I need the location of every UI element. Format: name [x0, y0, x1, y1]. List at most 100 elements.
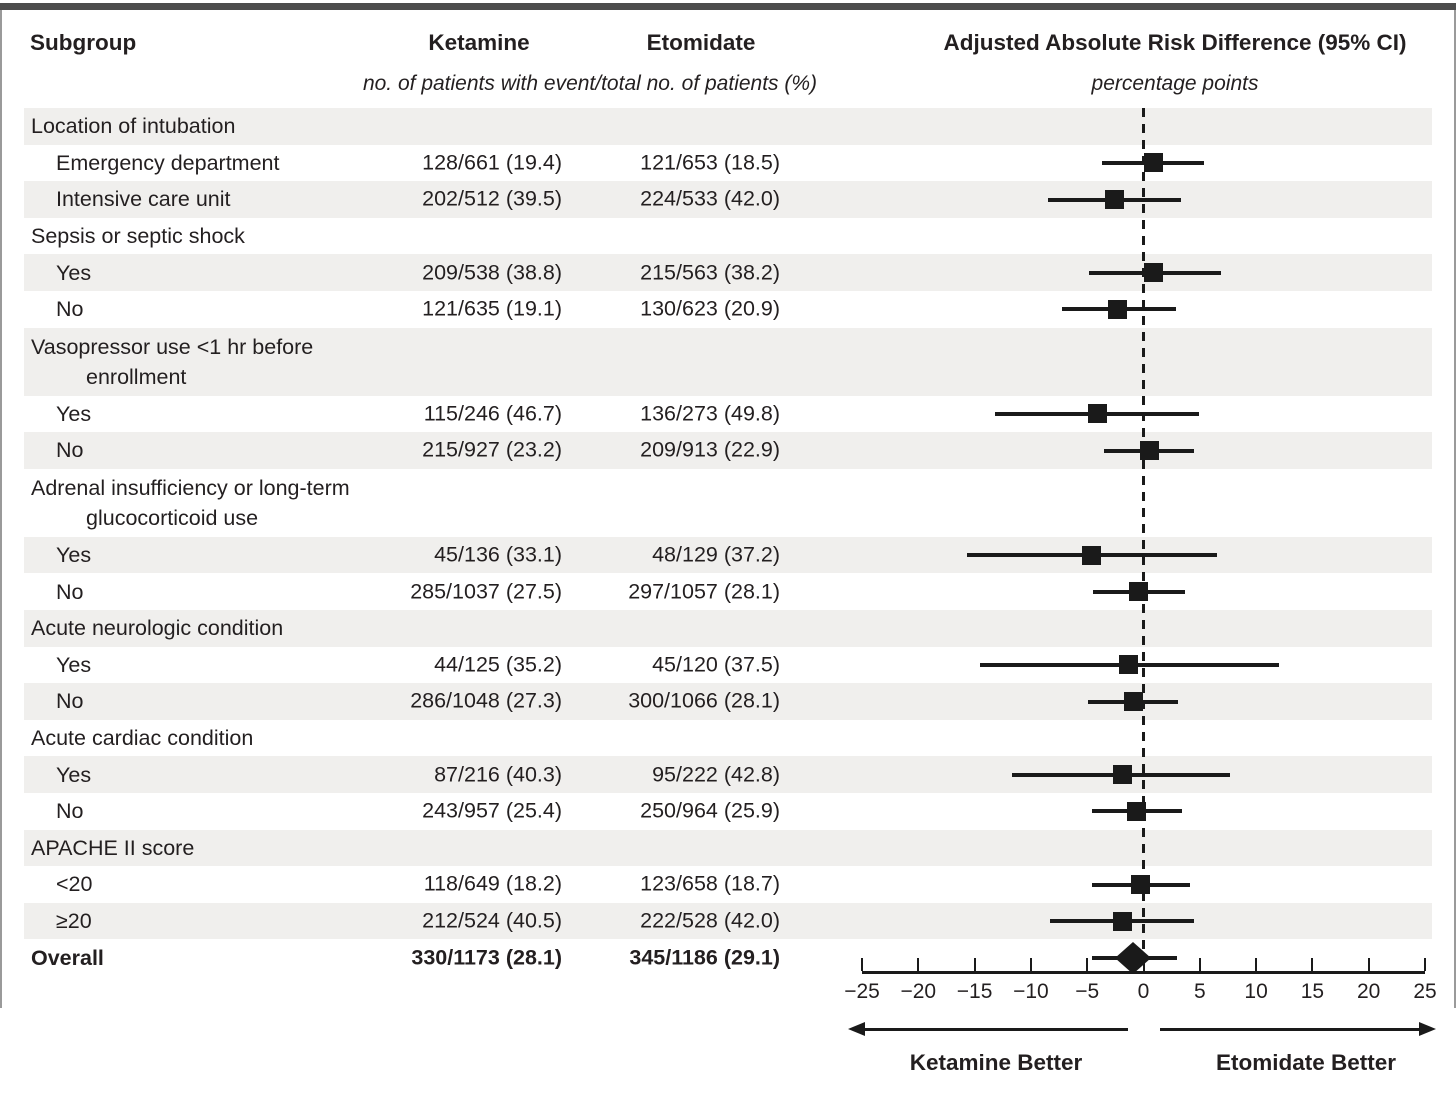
column-header-etomidate: Etomidate: [646, 30, 756, 55]
row-label: Sepsis or septic shock: [31, 224, 245, 249]
data-row: No 286/1048 (27.3) 300/1066 (28.1): [24, 683, 1432, 720]
row-label: APACHE II score: [31, 835, 195, 860]
point-estimate-square: [1123, 692, 1143, 711]
etomidate-value: 300/1066 (28.1): [628, 688, 780, 713]
axis-tick-label: −10: [1013, 980, 1049, 1003]
row-label: Yes: [56, 543, 92, 568]
group-row: Acute cardiac condition: [24, 720, 1432, 757]
data-row: <20 118/649 (18.2) 123/658 (18.7): [24, 866, 1432, 903]
etomidate-value: 123/658 (18.7): [640, 871, 780, 896]
row-label: No: [56, 689, 84, 714]
row-label: Acute neurologic condition: [31, 616, 284, 641]
row-label: Yes: [56, 652, 92, 677]
overall-row: Overall 330/1173 (28.1) 345/1186 (29.1): [24, 939, 1432, 976]
x-axis-line: [862, 971, 1425, 974]
etomidate-value: 48/129 (37.2): [652, 542, 780, 567]
point-estimate-square: [1087, 404, 1107, 424]
zero-reference-dashed-line: [1142, 108, 1145, 971]
axis-tick-label: 25: [1413, 980, 1437, 1003]
etomidate-value: 130/623 (20.9): [640, 296, 780, 321]
row-label-continued: enrollment: [86, 364, 187, 389]
axis-tick: [1424, 958, 1426, 971]
etomidate-value: 215/563 (38.2): [640, 260, 780, 285]
data-row: Yes 44/125 (35.2) 45/120 (37.5): [24, 647, 1432, 684]
axis-tick-label: −5: [1075, 980, 1100, 1003]
point-estimate-square: [1127, 801, 1147, 821]
axis-tick: [1086, 958, 1089, 971]
axis-tick: [1142, 958, 1145, 971]
data-row: No 215/927 (23.2) 209/913 (22.9): [24, 432, 1432, 469]
axis-tick: [1029, 958, 1032, 971]
axis-tick-label: 20: [1357, 980, 1381, 1003]
effect-units: percentage points: [1091, 72, 1259, 95]
ketamine-value: 286/1048 (27.3): [410, 688, 562, 713]
etomidate-value: 224/533 (42.0): [640, 186, 780, 211]
right-arrow-head-icon: [1419, 1022, 1436, 1036]
etomidate-value: 250/964 (25.9): [640, 798, 780, 823]
ketamine-value: 87/216 (40.3): [434, 762, 562, 787]
ketamine-value: 212/524 (40.5): [422, 908, 562, 933]
data-row: No 243/957 (25.4) 250/964 (25.9): [24, 793, 1432, 830]
data-row: No 121/635 (19.1) 130/623 (20.9): [24, 291, 1432, 328]
column-header-ketamine: Ketamine: [428, 30, 530, 55]
row-label: No: [56, 579, 84, 604]
row-label: No: [56, 297, 84, 322]
ketamine-value: 121/635 (19.1): [422, 296, 562, 321]
ketamine-value: 45/136 (33.1): [434, 542, 562, 567]
data-row: Yes 115/246 (46.7) 136/273 (49.8): [24, 396, 1432, 433]
point-estimate-square: [1139, 441, 1159, 460]
figure-top-rule: [0, 3, 1456, 10]
etomidate-value: 345/1186 (29.1): [629, 945, 780, 970]
point-estimate-square: [1130, 875, 1150, 894]
ketamine-value: 44/125 (35.2): [434, 652, 562, 677]
figure-right-rule: [1454, 10, 1456, 1008]
axis-tick-label: 0: [1137, 980, 1150, 1003]
row-label: No: [56, 799, 84, 824]
ketamine-value: 128/661 (19.4): [422, 150, 562, 175]
etomidate-better-label: Etomidate Better: [1215, 1050, 1397, 1075]
row-label: Yes: [56, 401, 92, 426]
axis-tick: [917, 958, 920, 971]
etomidate-value: 136/273 (49.8): [640, 401, 780, 426]
data-row: No 285/1037 (27.5) 297/1057 (28.1): [24, 573, 1432, 610]
effect-title: Adjusted Absolute Risk Difference (95% C…: [943, 30, 1407, 55]
point-estimate-square: [1129, 582, 1149, 602]
axis-tick: [1198, 958, 1201, 971]
axis-tick: [861, 958, 863, 971]
overall-diamond-marker: [1115, 941, 1152, 974]
etomidate-value: 45/120 (37.5): [652, 652, 780, 677]
data-row: Yes 45/136 (33.1) 48/129 (37.2): [24, 536, 1432, 574]
ketamine-value: 202/512 (39.5): [422, 186, 562, 211]
column-header-subgroup: Subgroup: [30, 30, 137, 55]
point-estimate-square: [1108, 299, 1128, 319]
point-estimate-square: [1119, 655, 1139, 675]
axis-tick: [973, 958, 976, 971]
etomidate-value: 95/222 (42.8): [652, 762, 780, 787]
left-arrow-line: [862, 1028, 1128, 1031]
row-label: ≥20: [56, 909, 92, 934]
ketamine-better-label: Ketamine Better: [909, 1050, 1083, 1075]
ketamine-value: 243/957 (25.4): [422, 798, 562, 823]
group-row: APACHE II score: [24, 829, 1432, 867]
axis-tick: [1367, 958, 1370, 971]
ketamine-value: 115/246 (46.7): [423, 401, 562, 426]
ketamine-value: 118/649 (18.2): [423, 871, 562, 896]
row-label-continued: glucocorticoid use: [86, 505, 259, 530]
group-row: Sepsis or septic shock: [24, 218, 1432, 255]
row-label: Yes: [56, 762, 92, 787]
data-row: ≥20 212/524 (40.5) 222/528 (42.0): [24, 902, 1432, 940]
row-label: <20: [56, 872, 93, 897]
events-note: no. of patients with event/total no. of …: [362, 72, 818, 95]
data-row: Intensive care unit 202/512 (39.5) 224/533…: [24, 181, 1432, 218]
row-label: Emergency department: [56, 150, 280, 175]
row-label: Location of intubation: [31, 114, 236, 139]
axis-tick: [1255, 958, 1258, 971]
axis-tick-label: 10: [1244, 980, 1268, 1003]
point-estimate-square: [1144, 153, 1164, 173]
row-label: No: [56, 438, 84, 463]
left-arrow-head-icon: [848, 1022, 865, 1036]
point-estimate-square: [1082, 545, 1102, 565]
axis-tick-label: −15: [956, 980, 993, 1003]
figure-left-rule: [0, 10, 2, 1008]
